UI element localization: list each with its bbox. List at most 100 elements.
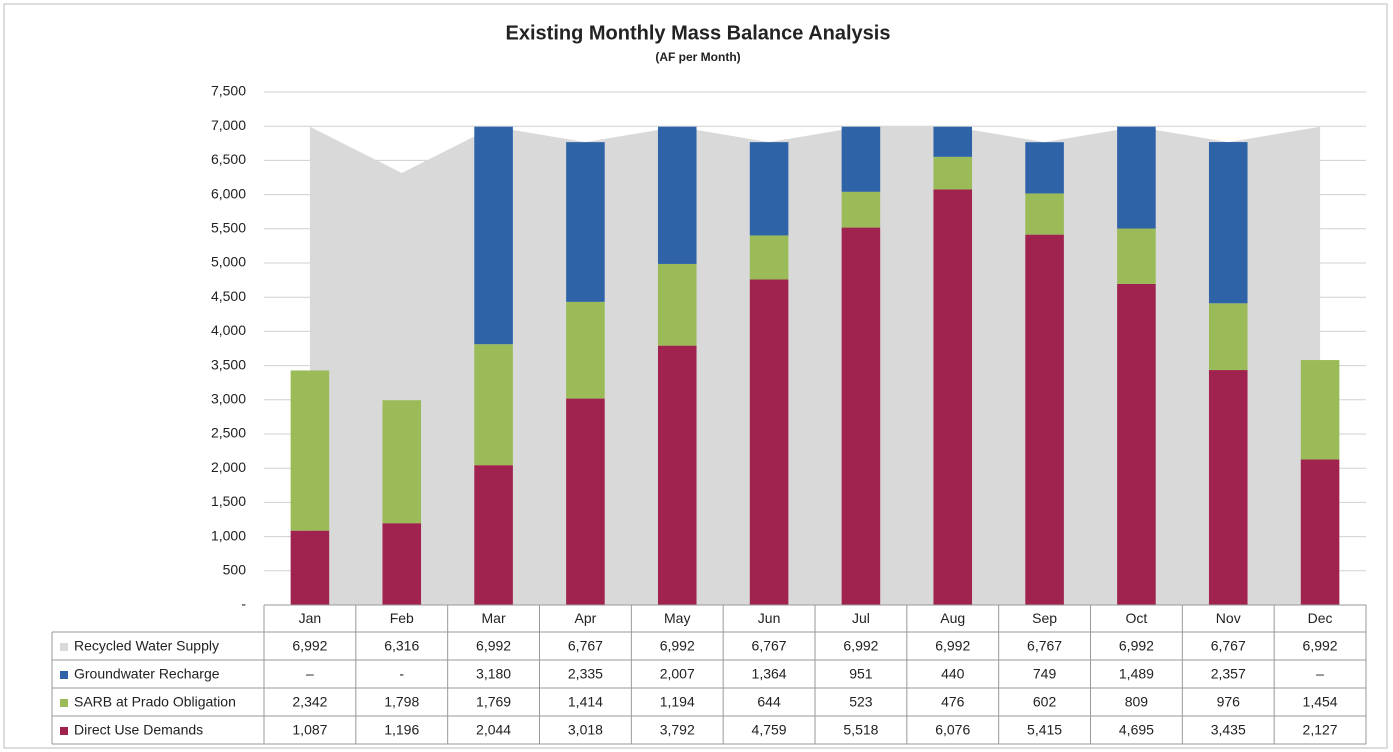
bar — [1300, 360, 1340, 460]
x-tick-label: Dec — [1308, 610, 1333, 626]
table-cell: – — [306, 666, 314, 682]
y-tick-label: 2,500 — [211, 425, 246, 441]
table-cell: 809 — [1125, 694, 1149, 710]
bar — [749, 235, 789, 280]
legend-label: SARB at Prado Obligation — [74, 694, 236, 710]
table-cell: 1,414 — [568, 694, 603, 710]
bar — [933, 126, 973, 157]
chart-title: Existing Monthly Mass Balance Analysis — [506, 22, 891, 44]
legend-label: Direct Use Demands — [74, 722, 203, 738]
x-tick-label: Nov — [1216, 610, 1241, 626]
table-cell: 5,518 — [843, 722, 878, 738]
bar — [657, 126, 697, 264]
legend-label: Groundwater Recharge — [74, 666, 220, 682]
table-cell: 1,087 — [292, 722, 327, 738]
bar — [841, 191, 881, 228]
bar — [1208, 142, 1248, 304]
table-cell: 6,992 — [476, 638, 511, 654]
bar — [1208, 370, 1248, 605]
x-tick-label: Sep — [1032, 610, 1057, 626]
x-tick-label: Apr — [575, 610, 597, 626]
bar — [566, 398, 605, 605]
table-cell: 1,454 — [1303, 694, 1338, 710]
table-cell: 6,992 — [843, 638, 878, 654]
bar — [1025, 234, 1064, 605]
table-cell: 4,695 — [1119, 722, 1154, 738]
table-cell: 6,076 — [935, 722, 970, 738]
bar — [290, 530, 330, 605]
bar — [749, 142, 789, 236]
table-cell: 6,316 — [384, 638, 419, 654]
bar — [841, 126, 881, 192]
y-tick-label: 1,500 — [211, 493, 246, 509]
bar — [933, 156, 973, 190]
table-cell: 6,992 — [660, 638, 695, 654]
bar — [474, 344, 513, 466]
bar — [1025, 193, 1064, 235]
x-tick-label: May — [664, 610, 690, 626]
bar — [474, 465, 513, 605]
bar — [1117, 283, 1156, 605]
x-tick-label: Aug — [940, 610, 965, 626]
bar — [1208, 303, 1248, 371]
bar — [657, 263, 697, 346]
table-cell: - — [399, 666, 404, 682]
table-cell: 2,357 — [1211, 666, 1246, 682]
y-tick-label: 2,000 — [211, 459, 246, 475]
table-cell: 2,127 — [1303, 722, 1338, 738]
bar — [382, 523, 422, 605]
y-tick-label: 6,000 — [211, 185, 246, 201]
y-tick-label: 7,000 — [211, 117, 246, 133]
table-cell: 3,180 — [476, 666, 511, 682]
y-tick-label: 5,000 — [211, 254, 246, 270]
table-cell: 951 — [849, 666, 873, 682]
y-tick-label: 1,000 — [211, 527, 246, 543]
table-cell: 5,415 — [1027, 722, 1062, 738]
y-tick-label: 3,500 — [211, 356, 246, 372]
bar — [1117, 228, 1156, 284]
y-tick-label: - — [241, 596, 246, 612]
bar — [933, 189, 973, 605]
x-tick-label: Jul — [852, 610, 870, 626]
y-tick-label: 5,500 — [211, 220, 246, 236]
bar — [657, 345, 697, 605]
y-tick-label: 6,500 — [211, 151, 246, 167]
table-cell: 644 — [757, 694, 781, 710]
area — [309, 126, 1321, 606]
bar — [566, 142, 605, 302]
bar — [1300, 459, 1340, 605]
table-cell: 476 — [941, 694, 965, 710]
y-tick-label: 4,500 — [211, 288, 246, 304]
table-cell: 1,798 — [384, 694, 419, 710]
legend-marker — [60, 699, 68, 707]
bar — [290, 370, 330, 531]
bar — [474, 126, 513, 345]
table-cell: 602 — [1033, 694, 1057, 710]
y-tick-label: 4,000 — [211, 322, 246, 338]
table-cell: 6,992 — [292, 638, 327, 654]
table-cell: 976 — [1217, 694, 1241, 710]
x-tick-label: Oct — [1126, 610, 1148, 626]
bar — [841, 227, 881, 606]
bar — [566, 301, 605, 399]
y-tick-label: 500 — [223, 562, 247, 578]
table-cell: 6,767 — [1027, 638, 1062, 654]
x-tick-label: Jun — [758, 610, 781, 626]
table-cell: 6,992 — [1303, 638, 1338, 654]
table-cell: – — [1316, 666, 1324, 682]
table-cell: 2,342 — [292, 694, 327, 710]
table-cell: 6,992 — [935, 638, 970, 654]
table-cell: 4,759 — [752, 722, 787, 738]
x-tick-label: Feb — [390, 610, 414, 626]
x-tick-label: Mar — [482, 610, 506, 626]
table-cell: 6,767 — [568, 638, 603, 654]
table-cell: 6,767 — [1211, 638, 1246, 654]
bar — [382, 400, 422, 524]
legend-marker — [60, 671, 68, 679]
legend-label: Recycled Water Supply — [74, 638, 219, 654]
table-cell: 1,489 — [1119, 666, 1154, 682]
table-cell: 440 — [941, 666, 965, 682]
bar — [1117, 126, 1156, 229]
y-tick-label: 7,500 — [211, 83, 246, 99]
table-cell: 523 — [849, 694, 873, 710]
